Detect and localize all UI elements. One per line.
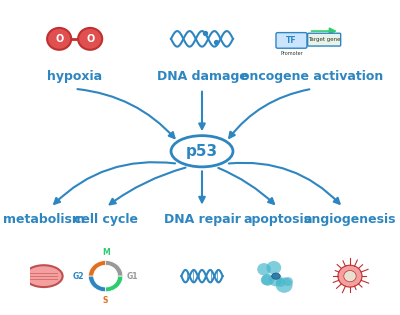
- Circle shape: [262, 274, 274, 286]
- Text: apoptosis: apoptosis: [244, 214, 312, 226]
- Ellipse shape: [171, 136, 233, 167]
- Wedge shape: [106, 261, 123, 276]
- FancyBboxPatch shape: [276, 33, 307, 48]
- Wedge shape: [106, 276, 123, 292]
- Text: oncogene activation: oncogene activation: [241, 70, 383, 83]
- Text: metabolism: metabolism: [3, 214, 85, 226]
- Circle shape: [78, 28, 102, 50]
- Text: Promoter: Promoter: [280, 51, 303, 56]
- Text: DNA damage: DNA damage: [156, 70, 248, 83]
- FancyBboxPatch shape: [308, 33, 341, 46]
- Text: cell cycle: cell cycle: [74, 214, 138, 226]
- Text: O: O: [55, 34, 63, 44]
- Ellipse shape: [272, 273, 280, 279]
- Text: TF: TF: [286, 36, 297, 45]
- Text: S: S: [103, 295, 108, 305]
- Text: M: M: [102, 248, 110, 257]
- Text: hypoxia: hypoxia: [47, 70, 102, 83]
- Circle shape: [276, 278, 293, 293]
- Circle shape: [344, 271, 356, 282]
- Ellipse shape: [25, 265, 63, 287]
- Point: [202, 30, 209, 35]
- Wedge shape: [88, 276, 106, 292]
- Text: O: O: [86, 34, 94, 44]
- Circle shape: [276, 278, 286, 287]
- Circle shape: [47, 28, 71, 50]
- Text: G2: G2: [73, 272, 84, 281]
- Circle shape: [257, 263, 271, 276]
- Circle shape: [338, 265, 362, 287]
- Text: DNA repair: DNA repair: [164, 214, 240, 226]
- Circle shape: [269, 274, 282, 286]
- Text: angiogenesis: angiogenesis: [304, 214, 396, 226]
- Wedge shape: [88, 261, 106, 276]
- Text: p53: p53: [186, 144, 218, 159]
- Circle shape: [283, 277, 293, 286]
- Circle shape: [266, 261, 281, 274]
- Circle shape: [261, 275, 272, 285]
- Text: Target gene: Target gene: [308, 37, 340, 42]
- Text: G1: G1: [127, 272, 138, 281]
- Point: [212, 39, 219, 44]
